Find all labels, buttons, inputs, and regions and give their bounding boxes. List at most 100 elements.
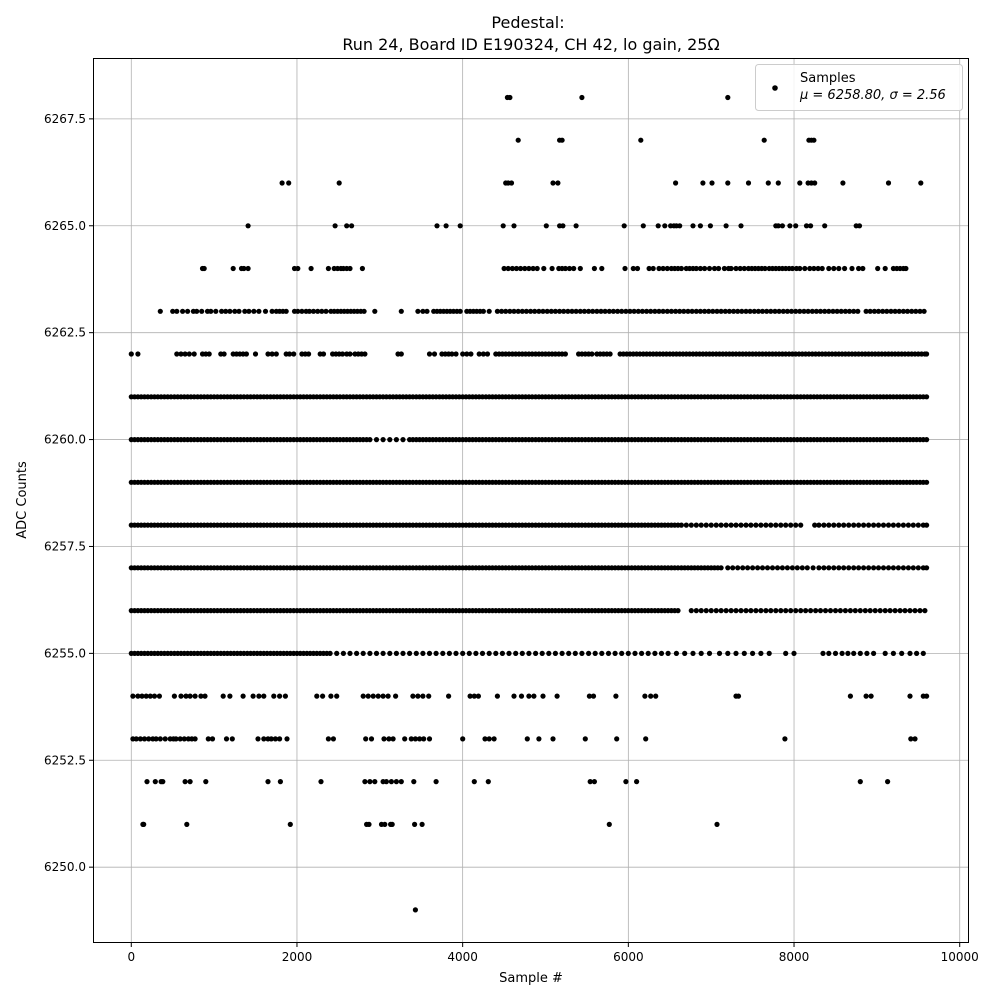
data-point [866, 565, 872, 571]
data-point [789, 565, 796, 571]
data-point [902, 608, 908, 614]
data-point [908, 736, 914, 742]
data-point [562, 265, 569, 272]
data-point [314, 693, 320, 699]
data-point [393, 779, 399, 785]
data-point [758, 608, 764, 614]
data-point [912, 736, 918, 742]
data-point [798, 522, 804, 528]
data-point [194, 308, 200, 314]
data-point [842, 608, 849, 614]
data-point [920, 650, 926, 657]
data-point [656, 308, 662, 314]
data-point [698, 608, 704, 614]
data-point [359, 265, 365, 272]
data-point [398, 779, 404, 785]
data-point [775, 180, 781, 186]
data-point [912, 608, 918, 614]
data-point [643, 736, 649, 742]
data-point [265, 351, 271, 357]
data-point [598, 308, 604, 314]
data-point [536, 736, 542, 742]
data-point [907, 693, 913, 699]
data-point [788, 608, 794, 614]
data-point [393, 650, 399, 657]
data-point [763, 608, 769, 614]
data-point [885, 522, 892, 528]
data-point [924, 437, 930, 443]
data-point [323, 308, 329, 314]
data-point [256, 308, 262, 314]
data-point [320, 351, 327, 357]
data-point [475, 693, 481, 699]
data-point [182, 351, 188, 357]
data-point [513, 650, 519, 657]
x-tick-label: 4000 [447, 950, 478, 964]
data-point [723, 522, 729, 528]
data-point [778, 522, 784, 528]
data-point [794, 565, 800, 571]
data-point [327, 650, 333, 657]
data-point [788, 308, 795, 314]
data-point [419, 821, 425, 828]
data-point [182, 779, 188, 785]
data-point [602, 308, 608, 314]
data-point [880, 522, 887, 528]
x-tick-label: 6000 [613, 950, 644, 964]
data-point [486, 650, 492, 657]
data-point [536, 308, 542, 314]
data-point [591, 265, 598, 272]
data-point [634, 779, 640, 785]
data-point [393, 693, 399, 699]
data-point [648, 308, 654, 314]
data-point [689, 308, 695, 314]
data-point [697, 223, 704, 229]
data-point [745, 565, 751, 571]
data-point [362, 779, 368, 785]
data-point [915, 565, 921, 571]
data-point [557, 308, 563, 314]
data-point [877, 608, 883, 614]
data-point [677, 308, 683, 314]
data-point [805, 308, 811, 314]
data-point [738, 223, 744, 229]
data-point [809, 308, 815, 314]
data-point [367, 779, 373, 785]
data-point [198, 693, 204, 699]
data-point [811, 137, 817, 143]
data-point [871, 650, 877, 657]
data-point [499, 650, 505, 657]
data-point [382, 821, 388, 828]
data-point [318, 779, 324, 785]
data-point [822, 223, 828, 229]
data-point [269, 351, 275, 357]
legend: Samples μ = 6258.80, σ = 2.56 [755, 64, 963, 111]
data-point [133, 736, 139, 742]
data-point [334, 693, 340, 699]
data-point [861, 522, 867, 528]
data-point [433, 650, 439, 657]
y-axis-label: ADC Counts [15, 461, 30, 539]
data-point [594, 308, 600, 314]
data-point [741, 265, 747, 272]
data-point [917, 608, 923, 614]
y-tick-label: 6260.0 [44, 433, 86, 447]
data-point [177, 736, 183, 742]
data-point [627, 308, 633, 314]
data-point [412, 907, 418, 913]
data-point [841, 565, 847, 571]
data-point [541, 265, 547, 272]
data-point [619, 650, 625, 657]
data-point [903, 265, 909, 272]
data-point [184, 821, 190, 828]
legend-series-name: Samples [800, 71, 856, 86]
data-point [924, 522, 930, 528]
data-point [897, 608, 903, 614]
data-point [407, 650, 413, 657]
data-point [191, 351, 197, 357]
data-point [731, 308, 737, 314]
data-point [135, 351, 141, 357]
data-point [774, 565, 781, 571]
data-point [644, 308, 650, 314]
data-point [759, 308, 766, 314]
